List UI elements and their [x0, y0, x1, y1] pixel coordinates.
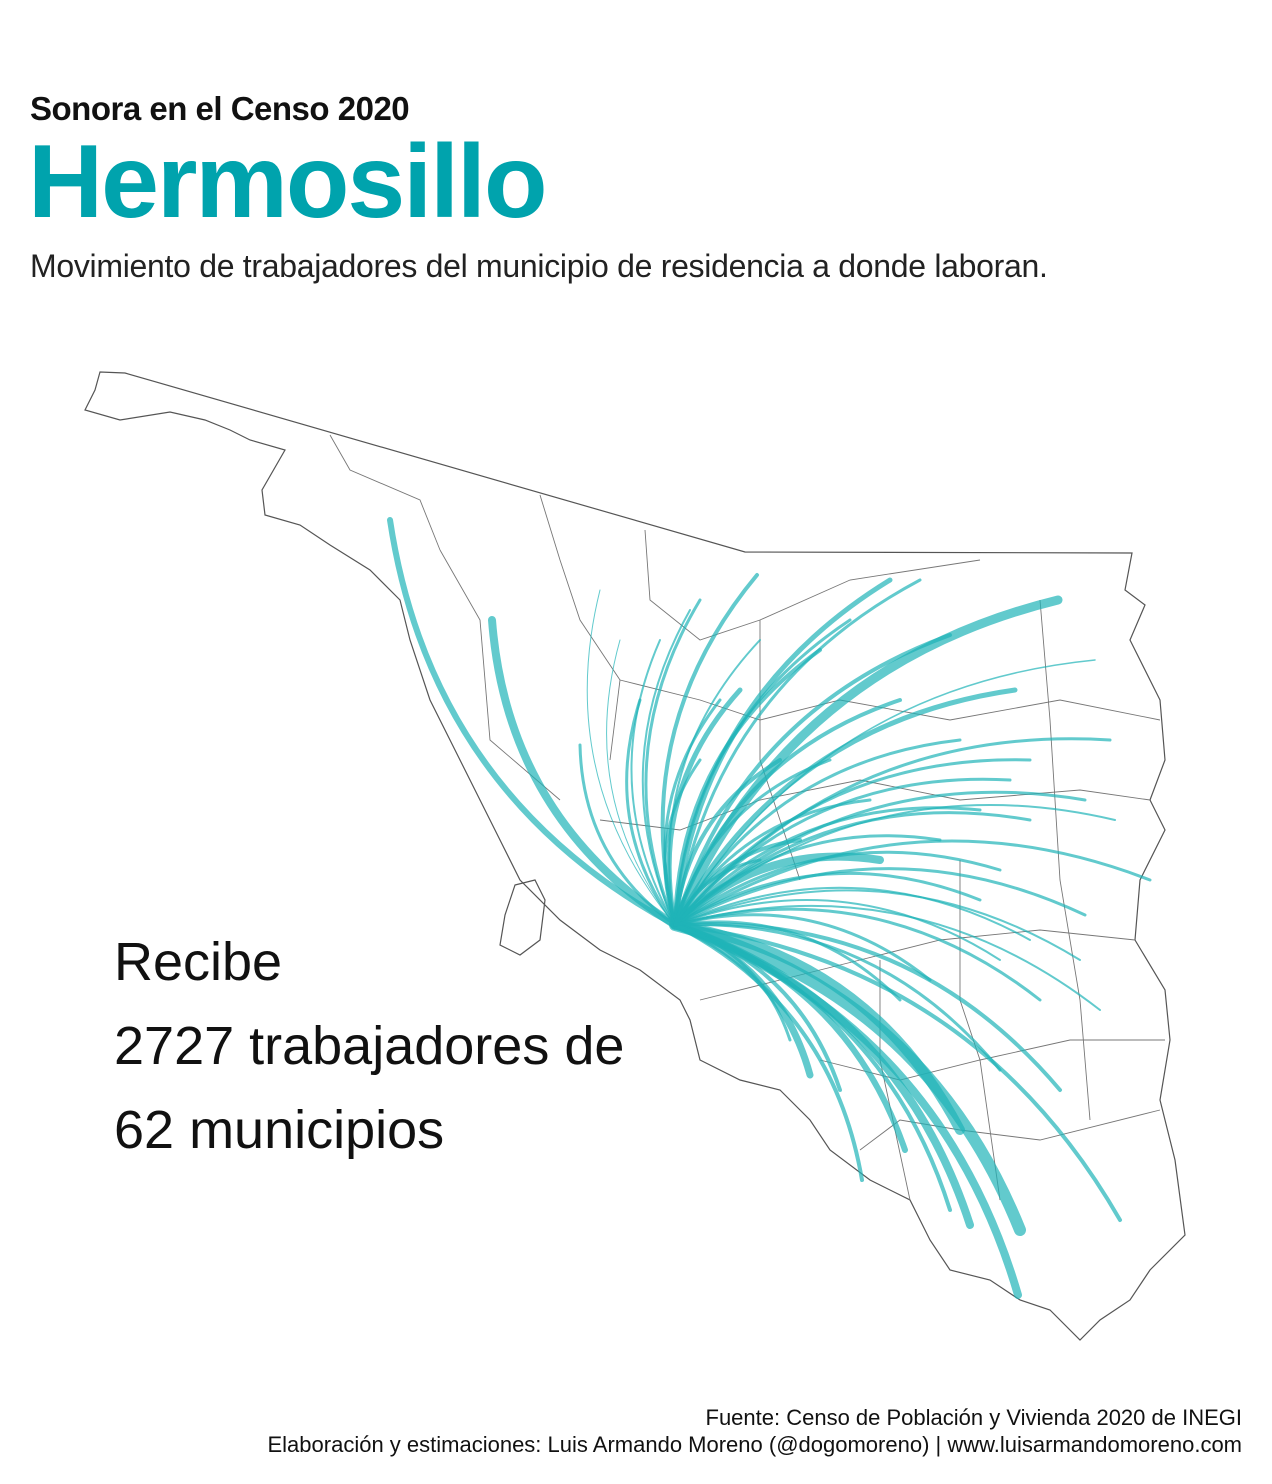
- flow-line: [673, 738, 962, 927]
- flow-line: [673, 923, 1122, 1222]
- flow-line: [578, 743, 677, 927]
- subtitle: Movimiento de trabajadores del municipio…: [30, 248, 1048, 284]
- state-outline: [84, 371, 1186, 1341]
- flow-line: [673, 923, 1002, 1072]
- flow-line: [387, 517, 678, 928]
- flow-line: [673, 923, 792, 1042]
- footer: Fuente: Censo de Población y Vivienda 20…: [268, 1404, 1243, 1458]
- flow-line: [673, 633, 952, 927]
- flow-line: [630, 639, 676, 926]
- flow-line: [625, 698, 677, 927]
- flow-line: [671, 921, 1022, 1299]
- flow-line: [670, 595, 1063, 930]
- flow-line: [673, 907, 1042, 1002]
- kicker: Sonora en el Censo 2020: [30, 90, 410, 127]
- flow-line: [641, 609, 691, 926]
- flow-line: [586, 589, 676, 926]
- municipal-border: [1039, 599, 1091, 1121]
- flow-line: [673, 858, 762, 927]
- flow-line: [670, 920, 965, 1135]
- municipal-border: [439, 549, 561, 801]
- flow-line: [606, 639, 676, 926]
- page-title: Hermosillo: [28, 124, 547, 240]
- flow-line: [673, 806, 982, 927]
- flow-line: [673, 777, 1012, 927]
- municipal-border: [599, 779, 1151, 831]
- flow-line: [674, 886, 1031, 941]
- flow-line: [674, 889, 1081, 961]
- flow-line: [663, 758, 702, 927]
- credit-note: Elaboración y estimaciones: Luis Armando…: [267, 1432, 1243, 1457]
- flow-line: [671, 852, 884, 929]
- municipal-border: [699, 929, 1136, 1001]
- flow-line: [673, 758, 782, 927]
- municipal-border: [329, 434, 441, 551]
- flow-line: [673, 839, 1152, 927]
- municipal-border: [644, 529, 981, 641]
- flows: [387, 517, 1152, 1299]
- flow-line: [673, 920, 902, 1002]
- municipal-border: [959, 860, 1001, 1201]
- flow-line: [674, 899, 1001, 961]
- callout-line-2: 2727 trabajadores de: [114, 1016, 625, 1076]
- flow-line: [673, 871, 982, 927]
- source-note: Fuente: Censo de Población y Vivienda 20…: [705, 1405, 1243, 1430]
- flow-line: [488, 616, 679, 929]
- municipal-border: [539, 494, 621, 761]
- flow-line: [673, 922, 1062, 1092]
- tiburon-island: [499, 879, 546, 956]
- summary-callout: Recibe 2727 trabajadores de 62 municipio…: [114, 920, 624, 1172]
- municipal-border: [619, 679, 1161, 721]
- callout-line-1: Recibe: [114, 932, 283, 992]
- flow-line: [673, 758, 832, 927]
- flow-line: [673, 618, 852, 927]
- flow-line: [673, 867, 1087, 927]
- flow-line: [673, 758, 1032, 927]
- callout-line-3: 62 municipios: [114, 1100, 445, 1160]
- flow-line: [644, 598, 702, 927]
